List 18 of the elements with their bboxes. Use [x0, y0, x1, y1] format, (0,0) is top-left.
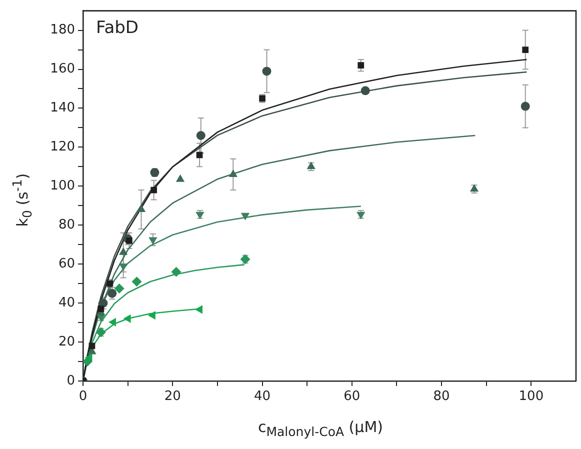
x-axis-title: c$_{Malonyl-CoA}$ (μM)	[256, 418, 384, 439]
y-tick-label: 160	[50, 62, 75, 77]
x-tick-label: 60	[344, 389, 360, 404]
y-tick-label: 180	[50, 22, 75, 38]
x-tick-label: 100	[518, 389, 544, 404]
text: FabD	[96, 18, 139, 38]
x-tick-label: 80	[433, 389, 450, 404]
y-tick-label: 0	[66, 373, 75, 388]
y-tick-label: 120	[50, 140, 75, 155]
y-tick-label: 80	[58, 218, 75, 232]
x-tick-label: 0	[78, 389, 88, 404]
y-tick-label: 40	[58, 295, 75, 310]
y-tick-label: 60	[58, 256, 75, 272]
y-tick-label: 20	[58, 334, 75, 350]
y-tick-label: 100	[50, 178, 75, 194]
x-tick-label: 40	[254, 389, 271, 404]
y-tick-label: 140	[50, 100, 75, 116]
x-tick-label: 20	[164, 389, 181, 404]
